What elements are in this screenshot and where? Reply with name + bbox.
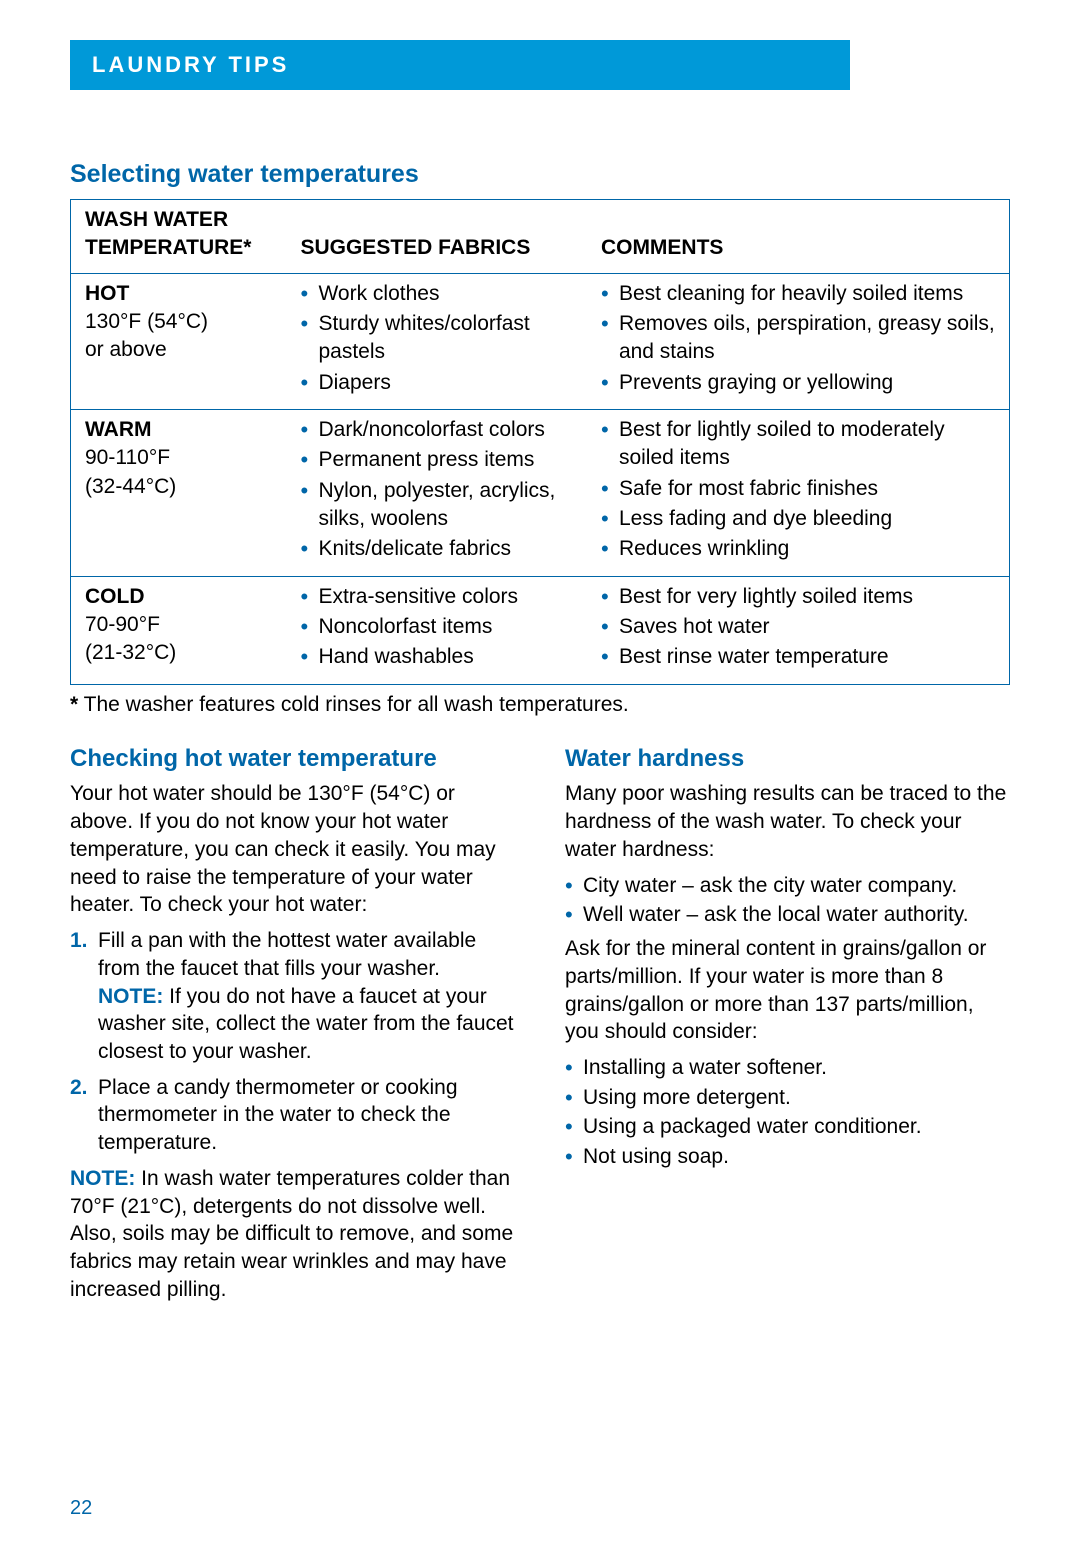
fabrics-list: Extra-sensitive colors Noncolorfast item… xyxy=(300,583,574,672)
fabrics-cell: Work clothes Sturdy whites/colorfast pas… xyxy=(286,273,586,409)
temp-label: HOT xyxy=(85,282,129,305)
list-item: Safe for most fabric finishes xyxy=(601,475,997,503)
comments-cell: Best for very lightly soiled items Saves… xyxy=(587,576,1010,684)
right-column: Water hardness Many poor washing results… xyxy=(565,743,1010,1312)
list-item: Removes oils, perspiration, greasy soils… xyxy=(601,310,997,367)
list-item: City water – ask the city water company. xyxy=(565,872,1010,900)
col-header-temp: WASH WATER TEMPERATURE* xyxy=(71,200,287,274)
col-header-comments: COMMENTS xyxy=(587,200,1010,274)
steps-list: 1. Fill a pan with the hottest water ava… xyxy=(70,927,515,1157)
mid-paragraph: Ask for the mineral content in grains/ga… xyxy=(565,935,1010,1046)
comments-list: Best cleaning for heavily soiled items R… xyxy=(601,280,997,397)
list-item: Diapers xyxy=(300,369,574,397)
step-text: Place a candy thermometer or cooking the… xyxy=(98,1076,458,1154)
list-item: Hand washables xyxy=(300,643,574,671)
comments-list: Best for very lightly soiled items Saves… xyxy=(601,583,997,672)
footnote-marker: * xyxy=(70,693,78,716)
temp-label: COLD xyxy=(85,585,145,608)
section-banner: LAUNDRY TIPS xyxy=(70,40,850,90)
list-item: Using a packaged water conditioner. xyxy=(565,1113,1010,1141)
temp-cell: HOT 130°F (54°C) or above xyxy=(71,273,287,409)
fabrics-list: Work clothes Sturdy whites/colorfast pas… xyxy=(300,280,574,397)
hardness-check-list: City water – ask the city water company.… xyxy=(565,872,1010,929)
page-content: LAUNDRY TIPS Selecting water temperature… xyxy=(0,0,1080,1351)
list-item: Permanent press items xyxy=(300,446,574,474)
step-text: Fill a pan with the hottest water availa… xyxy=(98,929,476,980)
fabrics-list: Dark/noncolorfast colors Permanent press… xyxy=(300,416,574,564)
subsection-heading: Water hardness xyxy=(565,743,1010,775)
note-label: NOTE: xyxy=(70,1167,135,1190)
temperature-table: WASH WATER TEMPERATURE* SUGGESTED FABRIC… xyxy=(70,199,1010,685)
left-column: Checking hot water temperature Your hot … xyxy=(70,743,515,1312)
list-item: Sturdy whites/colorfast pastels xyxy=(300,310,574,367)
list-item: Dark/noncolorfast colors xyxy=(300,416,574,444)
list-item: Reduces wrinkling xyxy=(601,535,997,563)
comments-list: Best for lightly soiled to moderately so… xyxy=(601,416,997,564)
list-item: Prevents graying or yellowing xyxy=(601,369,997,397)
fabrics-cell: Dark/noncolorfast colors Permanent press… xyxy=(286,410,586,577)
list-item: Work clothes xyxy=(300,280,574,308)
footnote-text: The washer features cold rinses for all … xyxy=(78,693,629,716)
table-header-row: WASH WATER TEMPERATURE* SUGGESTED FABRIC… xyxy=(71,200,1010,274)
list-item: Noncolorfast items xyxy=(300,613,574,641)
col-header-fabrics: SUGGESTED FABRICS xyxy=(286,200,586,274)
list-item: Installing a water softener. xyxy=(565,1054,1010,1082)
banner-title: LAUNDRY TIPS xyxy=(92,52,289,77)
header-line2: TEMPERATURE* xyxy=(85,236,251,259)
temp-sub2: (21-32°C) xyxy=(85,641,176,664)
table-row: HOT 130°F (54°C) or above Work clothes S… xyxy=(71,273,1010,409)
list-item: Knits/delicate fabrics xyxy=(300,535,574,563)
list-item: Best rinse water temperature xyxy=(601,643,997,671)
temp-sub2: (32-44°C) xyxy=(85,475,176,498)
subsection-heading: Checking hot water temperature xyxy=(70,743,515,775)
list-item: Best for very lightly soiled items xyxy=(601,583,997,611)
temp-sub1: 70-90°F xyxy=(85,613,160,636)
list-item: Well water – ask the local water authori… xyxy=(565,901,1010,929)
list-item: Extra-sensitive colors xyxy=(300,583,574,611)
table-footnote: * The washer features cold rinses for al… xyxy=(70,693,1010,717)
intro-paragraph: Many poor washing results can be traced … xyxy=(565,780,1010,863)
section-heading: Selecting water temperatures xyxy=(70,160,1010,189)
list-item: Saves hot water xyxy=(601,613,997,641)
temp-sub2: or above xyxy=(85,338,167,361)
table-row: COLD 70-90°F (21-32°C) Extra-sensitive c… xyxy=(71,576,1010,684)
list-item: Less fading and dye bleeding xyxy=(601,505,997,533)
consider-list: Installing a water softener. Using more … xyxy=(565,1054,1010,1171)
step-number: 1. xyxy=(70,927,88,955)
list-item: Using more detergent. xyxy=(565,1084,1010,1112)
page-number: 22 xyxy=(70,1497,92,1520)
table-body: HOT 130°F (54°C) or above Work clothes S… xyxy=(71,273,1010,684)
temp-cell: COLD 70-90°F (21-32°C) xyxy=(71,576,287,684)
note-label: NOTE: xyxy=(98,985,163,1008)
temp-cell: WARM 90-110°F (32-44°C) xyxy=(71,410,287,577)
step-item: 1. Fill a pan with the hottest water ava… xyxy=(70,927,515,1066)
step-item: 2. Place a candy thermometer or cooking … xyxy=(70,1074,515,1157)
fabrics-cell: Extra-sensitive colors Noncolorfast item… xyxy=(286,576,586,684)
temp-sub1: 90-110°F xyxy=(85,446,170,469)
list-item: Best cleaning for heavily soiled items xyxy=(601,280,997,308)
two-column-section: Checking hot water temperature Your hot … xyxy=(70,743,1010,1312)
comments-cell: Best for lightly soiled to moderately so… xyxy=(587,410,1010,577)
list-item: Best for lightly soiled to moderately so… xyxy=(601,416,997,473)
header-line1: WASH WATER xyxy=(85,208,228,231)
table-row: WARM 90-110°F (32-44°C) Dark/noncolorfas… xyxy=(71,410,1010,577)
note-paragraph: NOTE: In wash water temperatures colder … xyxy=(70,1165,515,1304)
intro-paragraph: Your hot water should be 130°F (54°C) or… xyxy=(70,780,515,919)
comments-cell: Best cleaning for heavily soiled items R… xyxy=(587,273,1010,409)
list-item: Nylon, polyester, acrylics, silks, woole… xyxy=(300,477,574,534)
step-number: 2. xyxy=(70,1074,88,1102)
note-text: In wash water temperatures colder than 7… xyxy=(70,1167,513,1301)
temp-label: WARM xyxy=(85,418,152,441)
temp-sub1: 130°F (54°C) xyxy=(85,310,208,333)
list-item: Not using soap. xyxy=(565,1143,1010,1171)
